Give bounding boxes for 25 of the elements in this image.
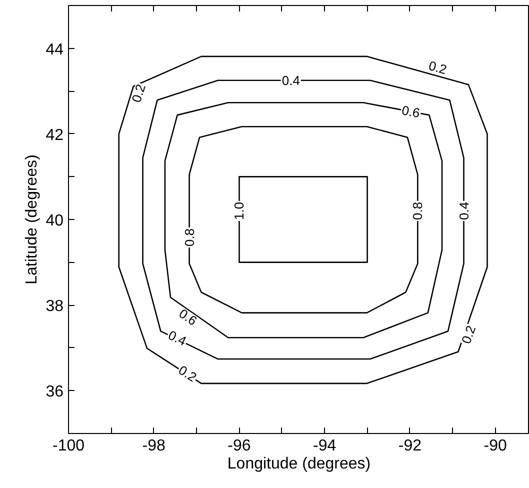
annotation: 0.6 bbox=[400, 102, 422, 121]
x-axis-title: Longitude (degrees) bbox=[227, 456, 371, 472]
annotation: 0.4 bbox=[282, 72, 300, 88]
annotation: 0.8 bbox=[410, 202, 426, 220]
y-tick-label: 44 bbox=[46, 41, 64, 58]
x-tick-label: -90 bbox=[484, 438, 508, 454]
annotation: 0.2 bbox=[128, 82, 148, 104]
annotation: 0.8 bbox=[182, 228, 197, 247]
y-tick-label: 42 bbox=[46, 126, 64, 144]
y-tick-label: 36 bbox=[46, 384, 64, 401]
annotation: 0.4 bbox=[456, 202, 472, 220]
y-tick-label: 40 bbox=[46, 212, 64, 230]
annotation: 0.2 bbox=[458, 324, 479, 346]
x-tick-label: -94 bbox=[313, 438, 336, 454]
x-tick-label: -92 bbox=[398, 438, 422, 454]
y-axis-title: Latitude (degrees) bbox=[24, 154, 41, 284]
annotation: 1.0 bbox=[232, 202, 247, 220]
y-tick-label: 38 bbox=[46, 298, 64, 316]
annotation: 0.2 bbox=[176, 362, 200, 385]
x-tick-label: -100 bbox=[52, 438, 85, 454]
x-tick-label: -96 bbox=[228, 438, 251, 454]
annotation: 0.2 bbox=[427, 58, 448, 78]
x-tick-label: -98 bbox=[142, 438, 166, 454]
annotation: 0.6 bbox=[176, 306, 200, 328]
annotation: 0.4 bbox=[166, 327, 189, 349]
